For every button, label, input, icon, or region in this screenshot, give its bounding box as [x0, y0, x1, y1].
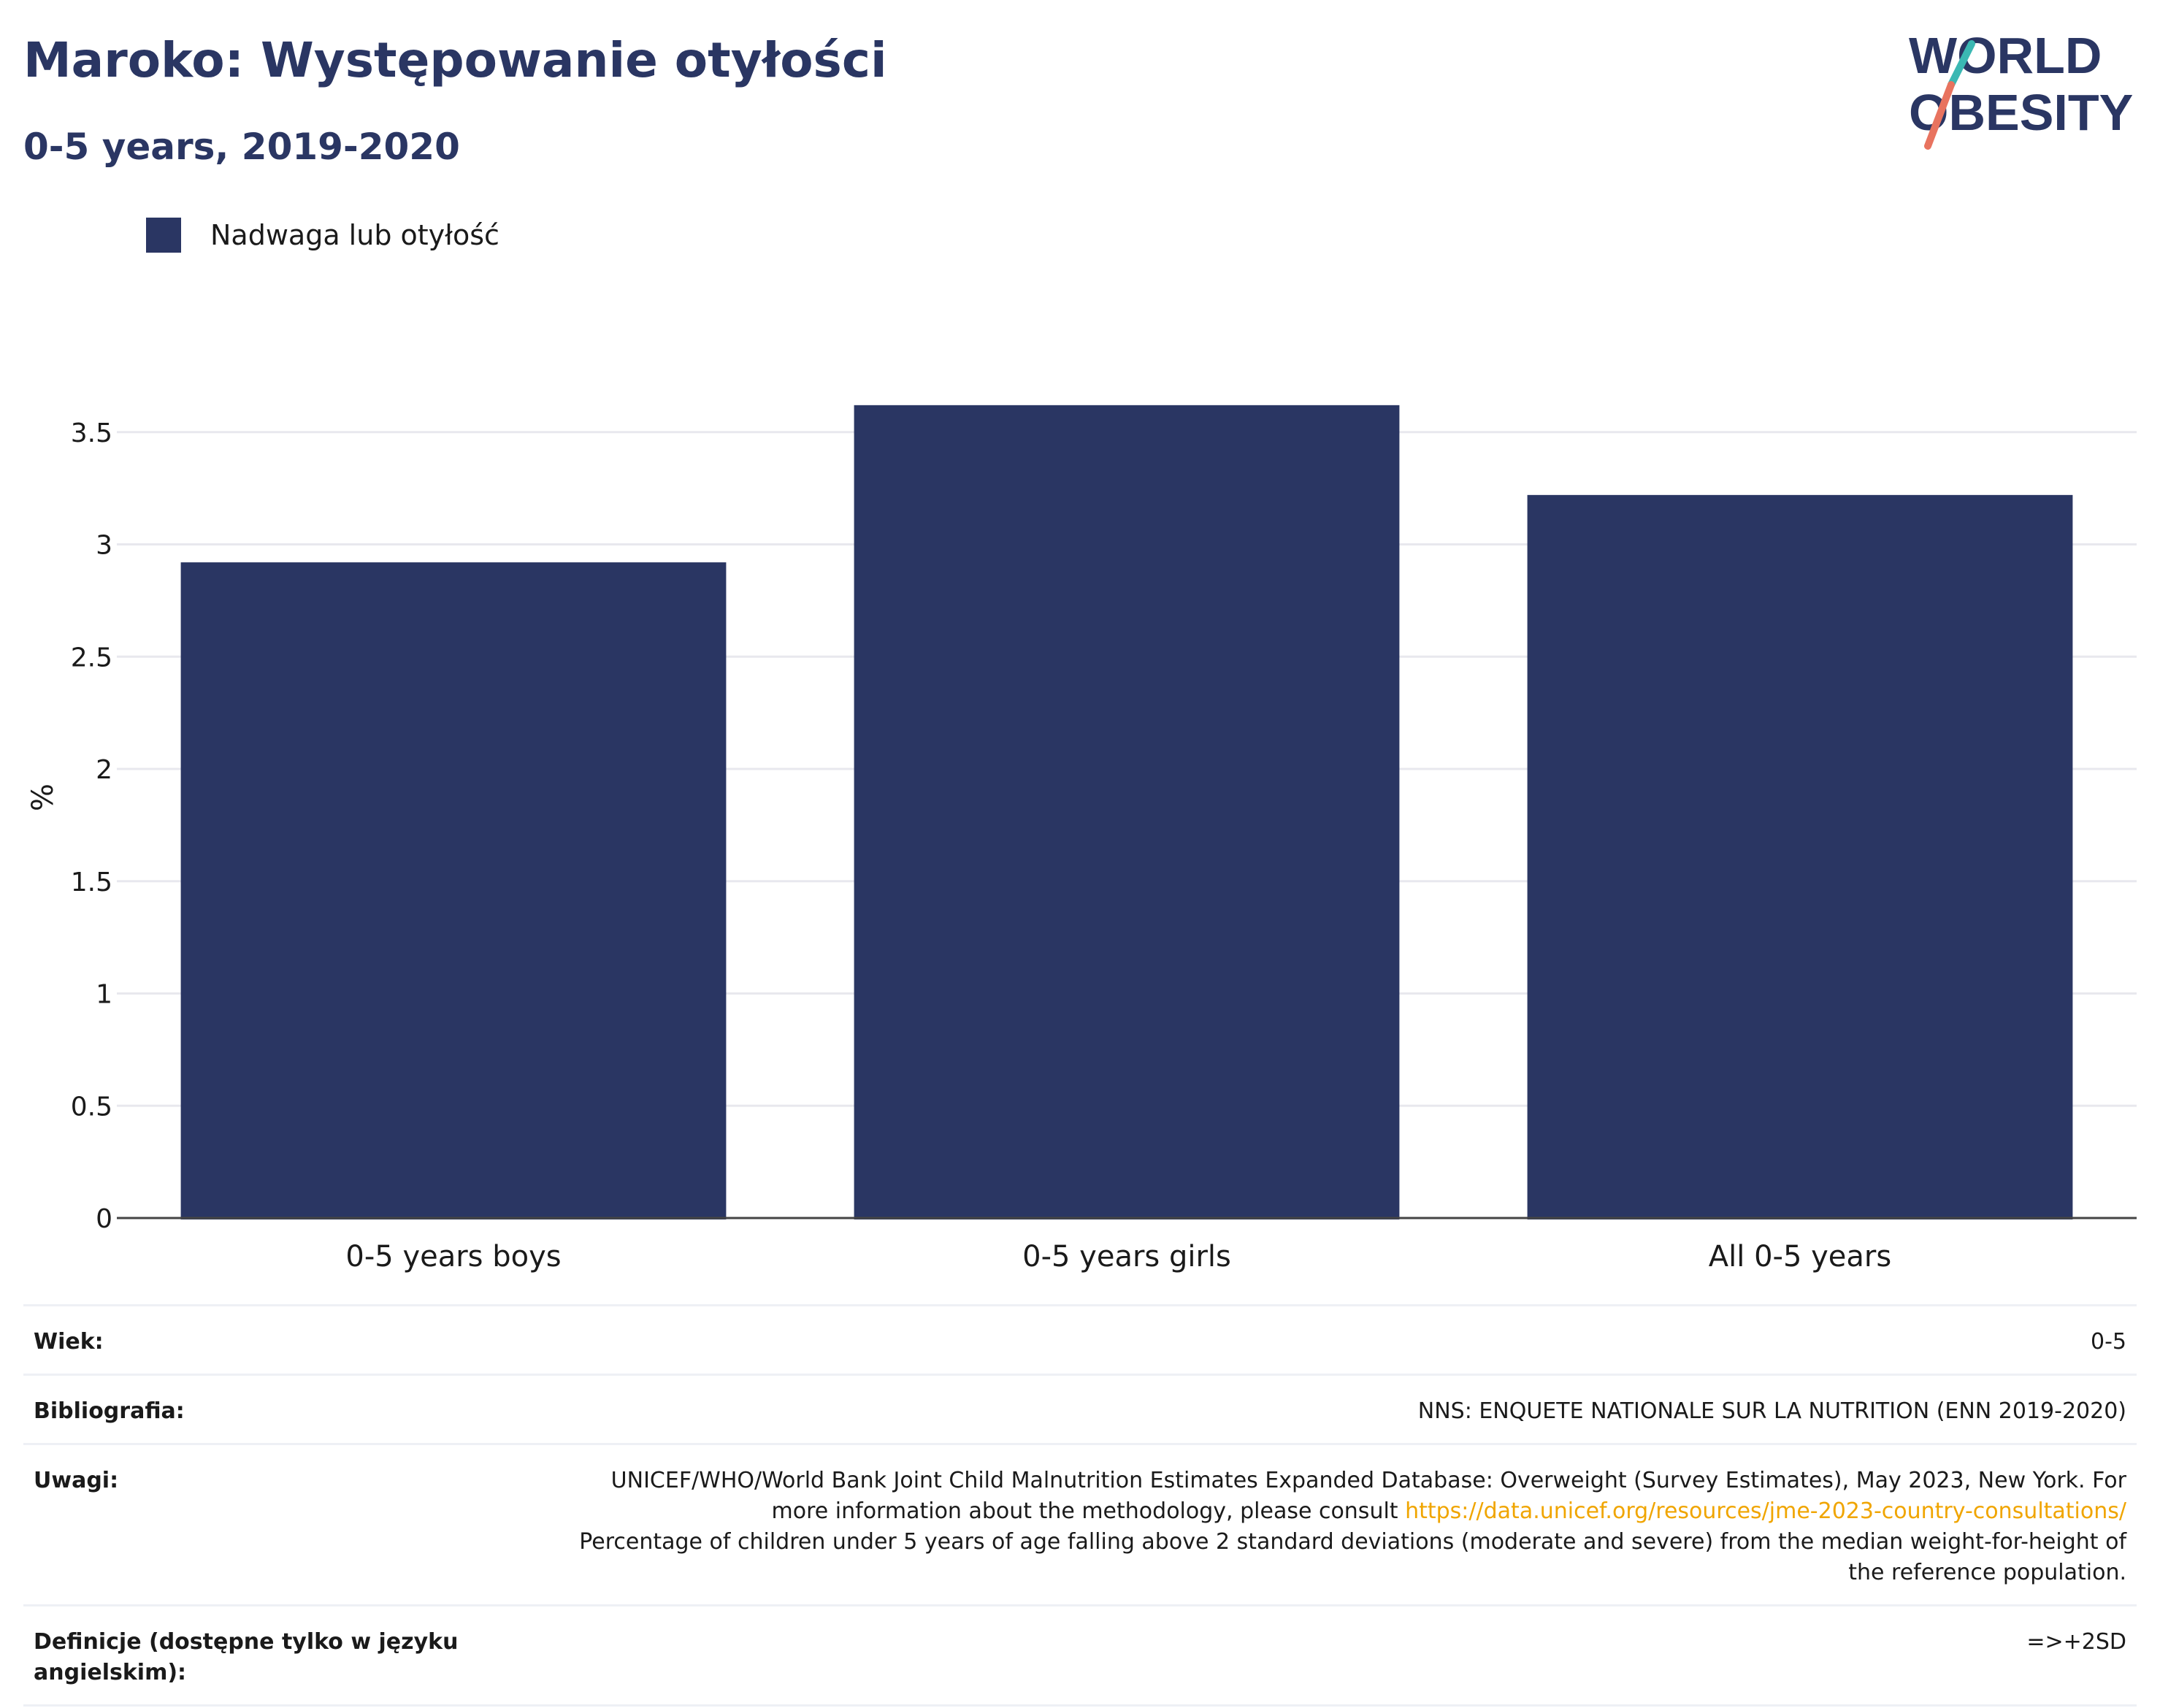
- info-table: Wiek: 0-5 Bibliografia: NNS: ENQUETE NAT…: [23, 1304, 2137, 1707]
- y-tick-label: 3: [96, 531, 112, 561]
- bar-chart: 0 0.5 1 1.5 2 2.5 3 3.5% 0-5 years boys 0-5 years…: [26, 405, 2137, 1274]
- x-tick-label: 0-5 years boys: [345, 1240, 561, 1274]
- x-tick-label: All 0-5 years: [1709, 1240, 1891, 1274]
- legend: Nadwaga lub otyłość: [146, 216, 499, 254]
- bar: [180, 562, 727, 1219]
- info-row-notes: Uwagi: UNICEF/WHO/World Bank Joint Child…: [23, 1443, 2137, 1604]
- notes-link[interactable]: https://data.unicef.org/resources/jme-20…: [1405, 1498, 2126, 1524]
- notes-label: Uwagi:: [34, 1468, 119, 1493]
- y-tick-label: 1.5: [71, 868, 112, 897]
- info-row-bibliography: Bibliografia: NNS: ENQUETE NATIONALE SUR…: [23, 1374, 2137, 1443]
- x-tick-label: 0-5 years girls: [1022, 1240, 1231, 1274]
- legend-swatch: [146, 218, 181, 253]
- bar: [854, 405, 1400, 1219]
- logo-line1: WORLD: [1909, 27, 2102, 84]
- info-row-age: Wiek: 0-5: [23, 1304, 2137, 1374]
- y-tick-label: 0: [96, 1204, 112, 1234]
- chart-subtitle: 0-5 years, 2019-2020: [23, 126, 460, 168]
- bar: [1527, 494, 2073, 1219]
- y-axis-label: %: [26, 784, 60, 811]
- age-label: Wiek:: [34, 1329, 104, 1355]
- notes-text-1: UNICEF/WHO/World Bank Joint Child Malnut…: [610, 1468, 2126, 1524]
- y-tick-label: 2.5: [71, 643, 112, 673]
- notes-text-2: Percentage of children under 5 years of …: [579, 1529, 2126, 1585]
- definitions-value: =>+2SD: [2026, 1629, 2126, 1655]
- y-tick-label: 3.5: [71, 418, 112, 448]
- y-tick-label: 2: [96, 755, 112, 785]
- y-tick-label: 0.5: [71, 1092, 112, 1122]
- y-tick-label: 1: [96, 980, 112, 1010]
- legend-label: Nadwaga lub otyłość: [210, 219, 499, 251]
- chart-title: Maroko: Występowanie otyłości: [23, 32, 887, 88]
- definitions-label: Definicje (dostępne tylko w języku angie…: [34, 1629, 459, 1685]
- bibliography-label: Bibliografia:: [34, 1398, 185, 1424]
- notes-value: UNICEF/WHO/World Bank Joint Child Malnut…: [556, 1466, 2126, 1588]
- world-obesity-logo: WORLD OBESITY: [1909, 27, 2133, 150]
- age-value: 0-5: [2091, 1329, 2126, 1355]
- bibliography-value: NNS: ENQUETE NATIONALE SUR LA NUTRITION …: [1417, 1398, 2126, 1424]
- info-row-definitions: Definicje (dostępne tylko w języku angie…: [23, 1604, 2137, 1707]
